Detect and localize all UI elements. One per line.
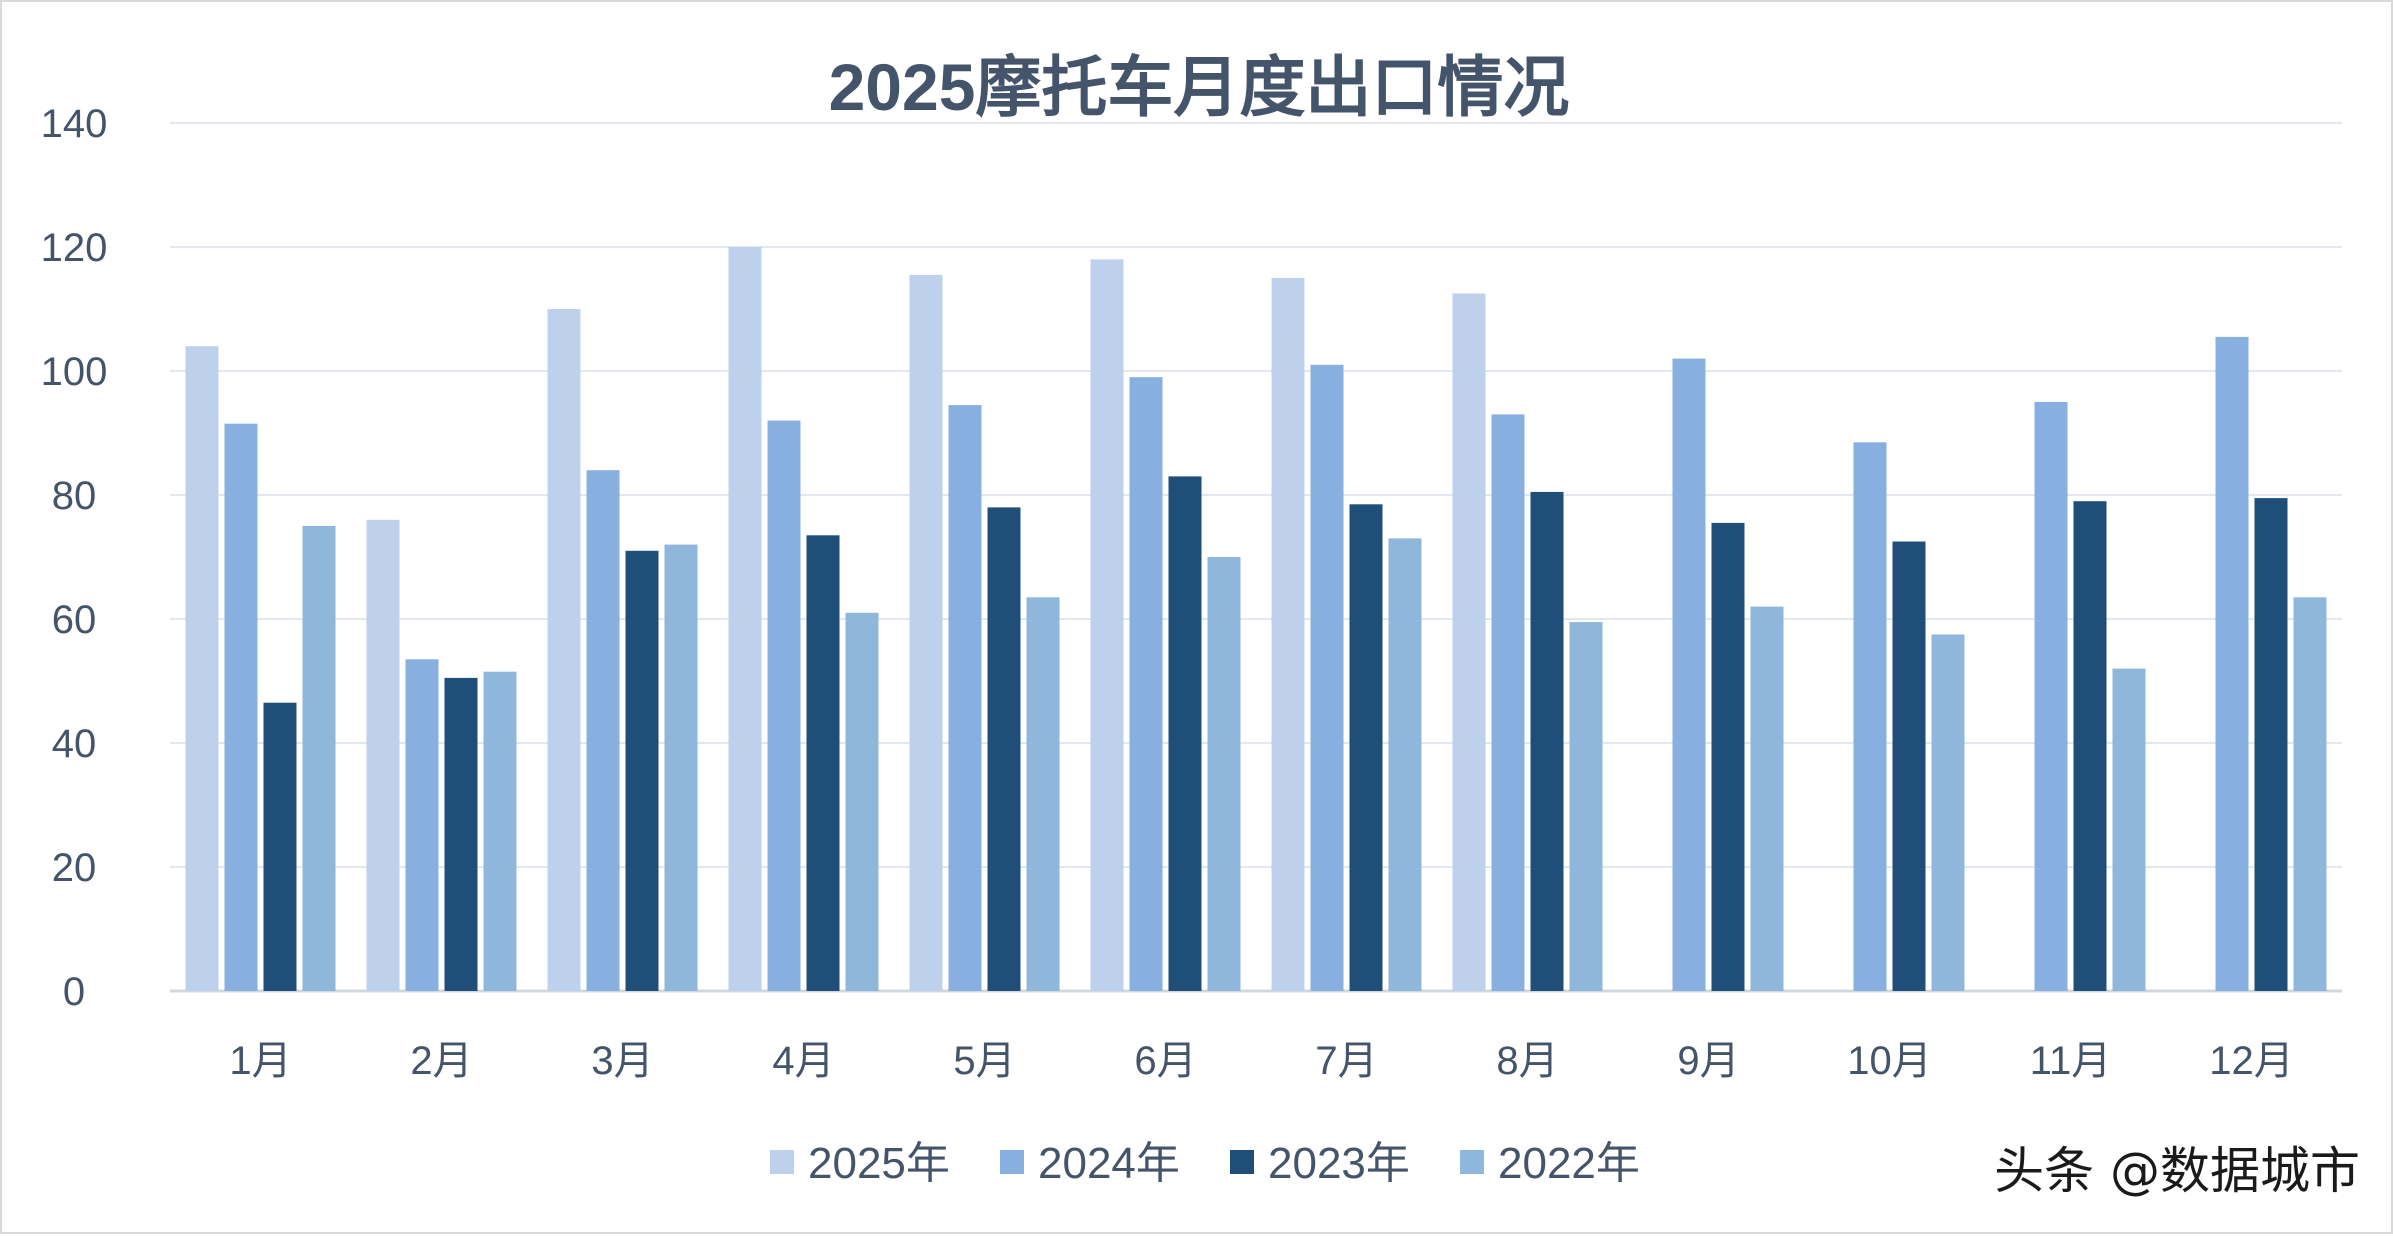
- bar: [2215, 336, 2249, 991]
- legend-swatch: [770, 1150, 794, 1174]
- x-tick-label: 11月: [2030, 1039, 2112, 1083]
- bar: [405, 659, 439, 991]
- x-tick-label: 2月: [410, 1039, 472, 1083]
- y-tick-label: 20: [52, 846, 97, 890]
- bar: [1750, 606, 1784, 991]
- bar: [366, 519, 400, 991]
- y-tick-label: 120: [41, 226, 108, 270]
- bar: [1672, 358, 1706, 992]
- x-tick-label: 7月: [1315, 1039, 1377, 1083]
- x-tick-label: 6月: [1134, 1039, 1196, 1083]
- x-tick-label: 1月: [229, 1039, 291, 1083]
- legend-swatch: [1460, 1150, 1484, 1174]
- bar: [664, 544, 698, 991]
- bar: [1711, 522, 1745, 991]
- x-tick-label: 5月: [953, 1039, 1015, 1083]
- y-axis-ticks: 0 20 40 60 80 100 120 140: [41, 102, 108, 1014]
- y-tick-label: 60: [52, 598, 97, 642]
- legend-label: 2025年: [808, 1139, 950, 1188]
- bar: [728, 247, 762, 991]
- bar: [2073, 501, 2107, 991]
- bar: [1026, 597, 1060, 991]
- bar: [1388, 538, 1422, 991]
- y-tick-label: 140: [41, 102, 108, 146]
- bar: [1207, 557, 1241, 991]
- y-tick-label: 80: [52, 474, 97, 518]
- bar: [987, 507, 1021, 991]
- legend: 2025年 2024年 2023年 2022年: [770, 1139, 1640, 1188]
- x-tick-label: 9月: [1677, 1039, 1739, 1083]
- bar: [845, 612, 879, 991]
- bar: [1892, 541, 1926, 991]
- bar: [444, 677, 478, 991]
- bar: [1491, 414, 1525, 991]
- bar: [1569, 622, 1603, 991]
- legend-label: 2023年: [1268, 1139, 1410, 1188]
- bar: [1853, 442, 1887, 991]
- bar: [1090, 259, 1124, 991]
- bar: [909, 274, 943, 991]
- y-tick-label: 100: [41, 350, 108, 394]
- legend-swatch: [1000, 1150, 1024, 1174]
- x-tick-label: 8月: [1496, 1039, 1558, 1083]
- bar: [625, 550, 659, 991]
- bar: [2293, 597, 2327, 991]
- bar: [586, 470, 620, 991]
- x-tick-label: 12月: [2209, 1039, 2294, 1083]
- bar: [483, 671, 517, 991]
- bar: [1129, 377, 1163, 991]
- bar: [1452, 293, 1486, 991]
- x-tick-label: 10月: [1847, 1039, 1932, 1083]
- bar: [948, 405, 982, 992]
- bar: [547, 309, 581, 991]
- bar: [263, 702, 297, 991]
- bar: [1349, 504, 1383, 991]
- x-tick-label: 3月: [591, 1039, 653, 1083]
- bar: [806, 535, 840, 991]
- chart-title: 2025摩托车月度出口情况: [829, 50, 1570, 124]
- bar: [224, 423, 258, 991]
- legend-swatch: [1230, 1150, 1254, 1174]
- y-tick-label: 0: [63, 970, 85, 1014]
- bar: [767, 420, 801, 992]
- bar: [2034, 402, 2068, 991]
- x-tick-label: 4月: [772, 1039, 834, 1083]
- bars: [185, 247, 2327, 992]
- bar: [302, 526, 336, 991]
- gridlines: [170, 122, 2342, 993]
- legend-label: 2022年: [1498, 1139, 1640, 1188]
- legend-label: 2024年: [1038, 1139, 1180, 1188]
- bar: [2254, 498, 2288, 991]
- x-axis-ticks: 1月 2月 3月 4月 5月 6月 7月 8月 9月 10月 11月 12月: [229, 1039, 2293, 1083]
- bar: [1530, 491, 1564, 991]
- bar: [1168, 476, 1202, 991]
- bar: [1271, 278, 1305, 991]
- y-tick-label: 40: [52, 722, 97, 766]
- bar: [185, 346, 219, 991]
- watermark-text: 头条 @数据城市: [1994, 1142, 2360, 1200]
- bar: [2112, 668, 2146, 991]
- bar: [1310, 364, 1344, 991]
- bar: [1931, 634, 1965, 991]
